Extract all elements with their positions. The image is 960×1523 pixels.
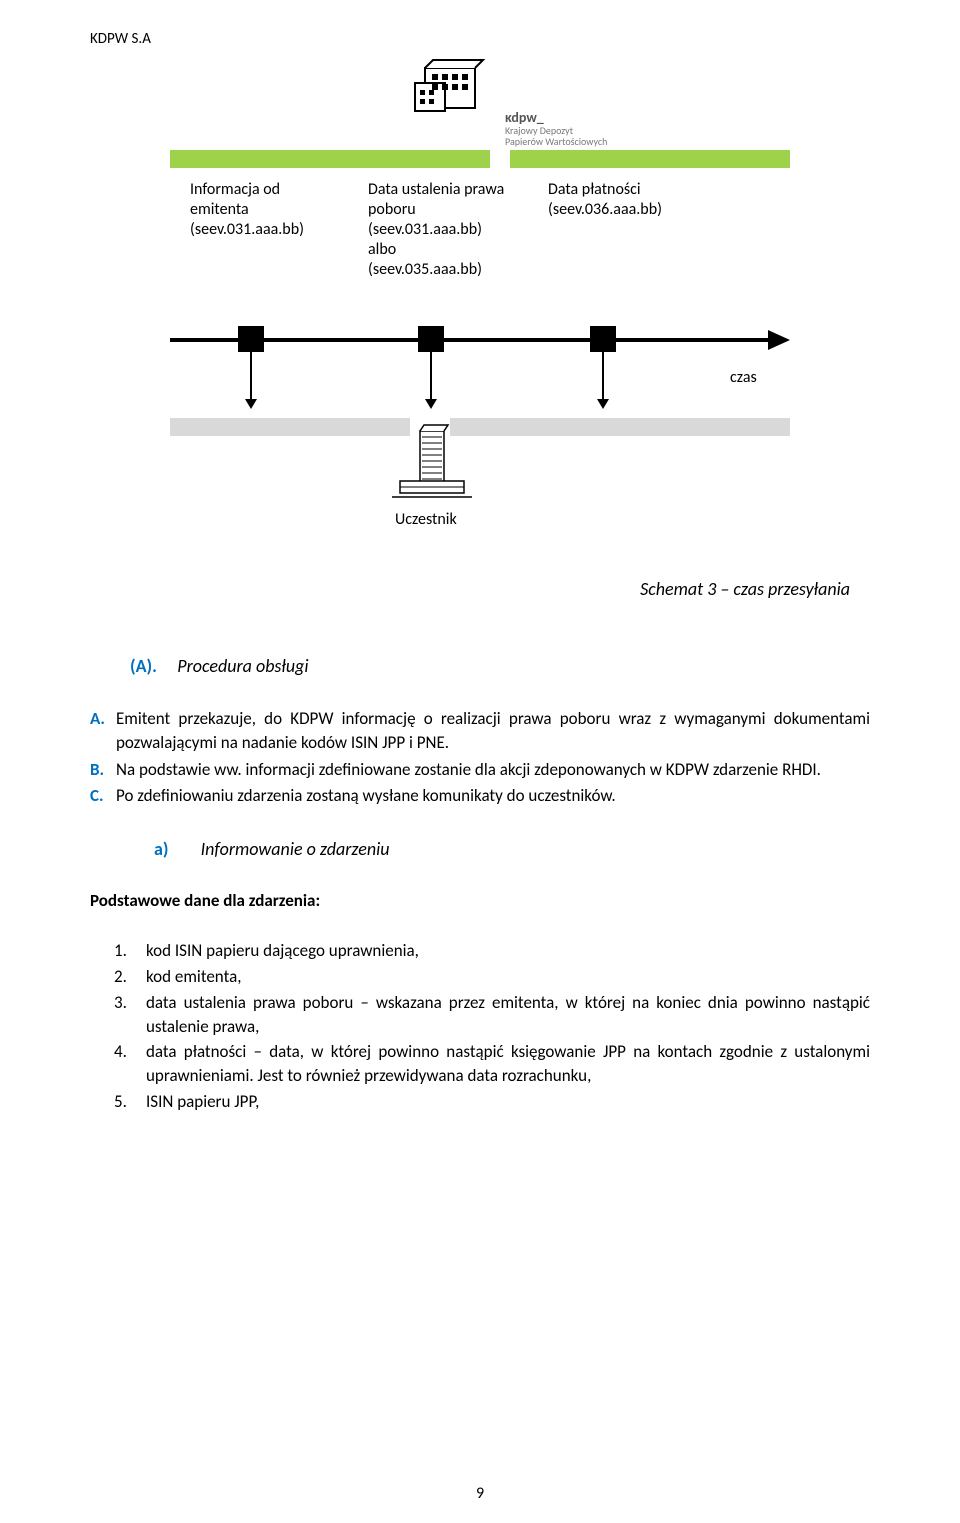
participant-building-icon <box>392 423 472 503</box>
sub-heading-a: a) Informowanie o zdarzeniu <box>154 838 870 860</box>
list-bullet: A. <box>90 707 116 755</box>
num-bullet: 4. <box>114 1040 146 1088</box>
column-label-1: Informacja od emitenta (seev.031.aaa.bb) <box>190 180 340 240</box>
num-item: 4. data płatności – data, w której powin… <box>114 1040 870 1088</box>
procedure-list: A. Emitent przekazuje, do KDPW informacj… <box>90 707 870 808</box>
section-title: Procedura obsługi <box>177 655 308 677</box>
list-item: A. Emitent przekazuje, do KDPW informacj… <box>90 707 870 755</box>
green-bar-segment <box>170 150 490 168</box>
green-bar-segment <box>510 150 790 168</box>
num-text: data ustalenia prawa poboru – wskazana p… <box>146 991 870 1039</box>
timeline-marker <box>418 326 444 352</box>
timeline-diagram: ĸdpw_ Krajowy Depozyt Papierów Wartościo… <box>170 68 790 548</box>
bold-intro: Podstawowe dane dla zdarzenia: <box>90 890 870 911</box>
col2-extra: albo (seev.035.aaa.bb) <box>368 240 518 280</box>
kdpw-logo: ĸdpw_ Krajowy Depozyt Papierów Wartościo… <box>505 110 607 147</box>
kdpw-building-icon <box>405 58 495 118</box>
diagram-caption: Schemat 3 – czas przesyłania <box>90 578 850 600</box>
grey-bar-segment <box>450 418 790 436</box>
page-number: 9 <box>0 1484 960 1503</box>
list-text: Na podstawie ww. informacji zdefiniowane… <box>116 758 870 782</box>
list-item: B. Na podstawie ww. informacji zdefiniow… <box>90 758 870 782</box>
list-text: Emitent przekazuje, do KDPW informację o… <box>116 707 870 755</box>
document-page: KDPW S.A ĸdpw_ Krajowy Depozyt Papierów … <box>0 0 960 1523</box>
num-bullet: 3. <box>114 991 146 1039</box>
num-text: kod ISIN papieru dającego uprawnienia, <box>146 939 870 963</box>
time-label: czas <box>730 368 757 387</box>
section-heading-A: (A). Procedura obsługi <box>130 655 870 677</box>
down-arrow <box>250 352 252 400</box>
page-header: KDPW S.A <box>90 30 870 48</box>
num-item: 5. ISIN papieru JPP, <box>114 1090 870 1114</box>
timeline-arrowhead <box>768 330 790 350</box>
col2-title: Data ustalenia prawa poboru <box>368 180 518 220</box>
col3-sub: (seev.036.aaa.bb) <box>548 200 698 220</box>
kdpw-brand-text: ĸdpw_ <box>505 110 607 125</box>
column-label-3: Data płatności (seev.036.aaa.bb) <box>548 180 698 220</box>
col1-sub: (seev.031.aaa.bb) <box>190 220 340 240</box>
section-marker: (A). <box>130 655 157 677</box>
sub-title: Informowanie o zdarzeniu <box>201 838 390 860</box>
list-text: Po zdefiniowaniu zdarzenia zostaną wysła… <box>116 784 870 808</box>
list-bullet: C. <box>90 784 116 808</box>
col1-title: Informacja od emitenta <box>190 180 340 220</box>
participant-label: Uczestnik <box>395 510 457 529</box>
timeline-marker <box>590 326 616 352</box>
down-arrow <box>430 352 432 400</box>
num-text: ISIN papieru JPP, <box>146 1090 870 1114</box>
num-item: 2. kod emitenta, <box>114 965 870 989</box>
num-item: 3. data ustalenia prawa poboru – wskazan… <box>114 991 870 1039</box>
col2-sub: (seev.031.aaa.bb) <box>368 220 518 240</box>
kdpw-logo-line2: Papierów Wartościowych <box>505 136 607 147</box>
col3-title: Data płatności <box>548 180 698 200</box>
list-bullet: B. <box>90 758 116 782</box>
sub-marker: a) <box>154 838 169 860</box>
num-bullet: 5. <box>114 1090 146 1114</box>
grey-bar-segment <box>170 418 410 436</box>
column-label-2: Data ustalenia prawa poboru (seev.031.aa… <box>368 180 518 280</box>
list-item: C. Po zdefiniowaniu zdarzenia zostaną wy… <box>90 784 870 808</box>
num-text: data płatności – data, w której powinno … <box>146 1040 870 1088</box>
timeline-marker <box>238 326 264 352</box>
num-bullet: 1. <box>114 939 146 963</box>
numbered-list: 1. kod ISIN papieru dającego uprawnienia… <box>114 939 870 1114</box>
down-arrow <box>602 352 604 400</box>
num-item: 1. kod ISIN papieru dającego uprawnienia… <box>114 939 870 963</box>
num-bullet: 2. <box>114 965 146 989</box>
num-text: kod emitenta, <box>146 965 870 989</box>
